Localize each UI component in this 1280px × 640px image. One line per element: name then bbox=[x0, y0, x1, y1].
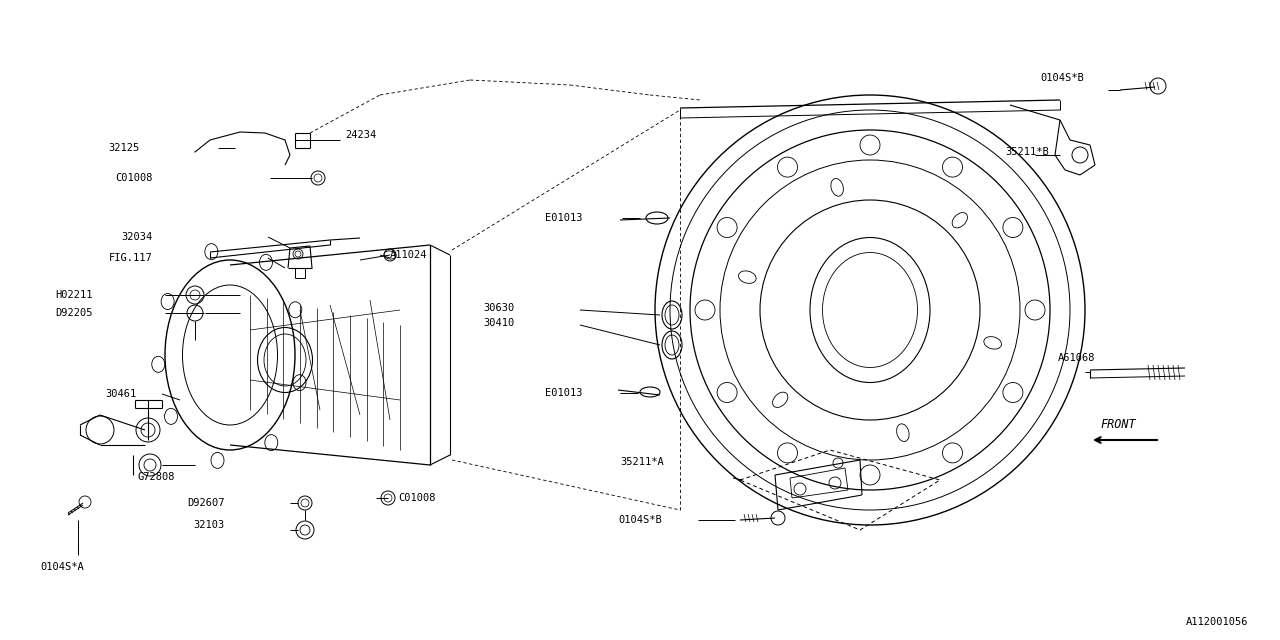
Text: 30410: 30410 bbox=[484, 318, 515, 328]
Text: 30630: 30630 bbox=[484, 303, 515, 313]
Text: A11024: A11024 bbox=[390, 250, 428, 260]
Text: H02211: H02211 bbox=[55, 290, 92, 300]
Text: 30461: 30461 bbox=[105, 389, 136, 399]
Text: 35211*A: 35211*A bbox=[620, 457, 664, 467]
Text: E01013: E01013 bbox=[545, 213, 582, 223]
Text: FIG.117: FIG.117 bbox=[109, 253, 154, 263]
Text: E01013: E01013 bbox=[545, 388, 582, 398]
Text: 32034: 32034 bbox=[122, 232, 154, 242]
Text: A61068: A61068 bbox=[1059, 353, 1096, 363]
Text: D92205: D92205 bbox=[55, 308, 92, 318]
Text: 0104S*A: 0104S*A bbox=[40, 562, 83, 572]
Text: C01008: C01008 bbox=[398, 493, 435, 503]
Text: 32103: 32103 bbox=[193, 520, 225, 530]
Text: 32125: 32125 bbox=[109, 143, 140, 153]
Text: 0104S*B: 0104S*B bbox=[618, 515, 662, 525]
Text: A112001056: A112001056 bbox=[1185, 617, 1248, 627]
Text: C01008: C01008 bbox=[115, 173, 154, 183]
Text: 35211*B: 35211*B bbox=[1005, 147, 1048, 157]
Text: 0104S*B: 0104S*B bbox=[1039, 73, 1084, 83]
Text: 24234: 24234 bbox=[346, 130, 376, 140]
Text: D92607: D92607 bbox=[187, 498, 225, 508]
Text: FRONT: FRONT bbox=[1100, 419, 1135, 431]
Text: G72808: G72808 bbox=[138, 472, 175, 482]
